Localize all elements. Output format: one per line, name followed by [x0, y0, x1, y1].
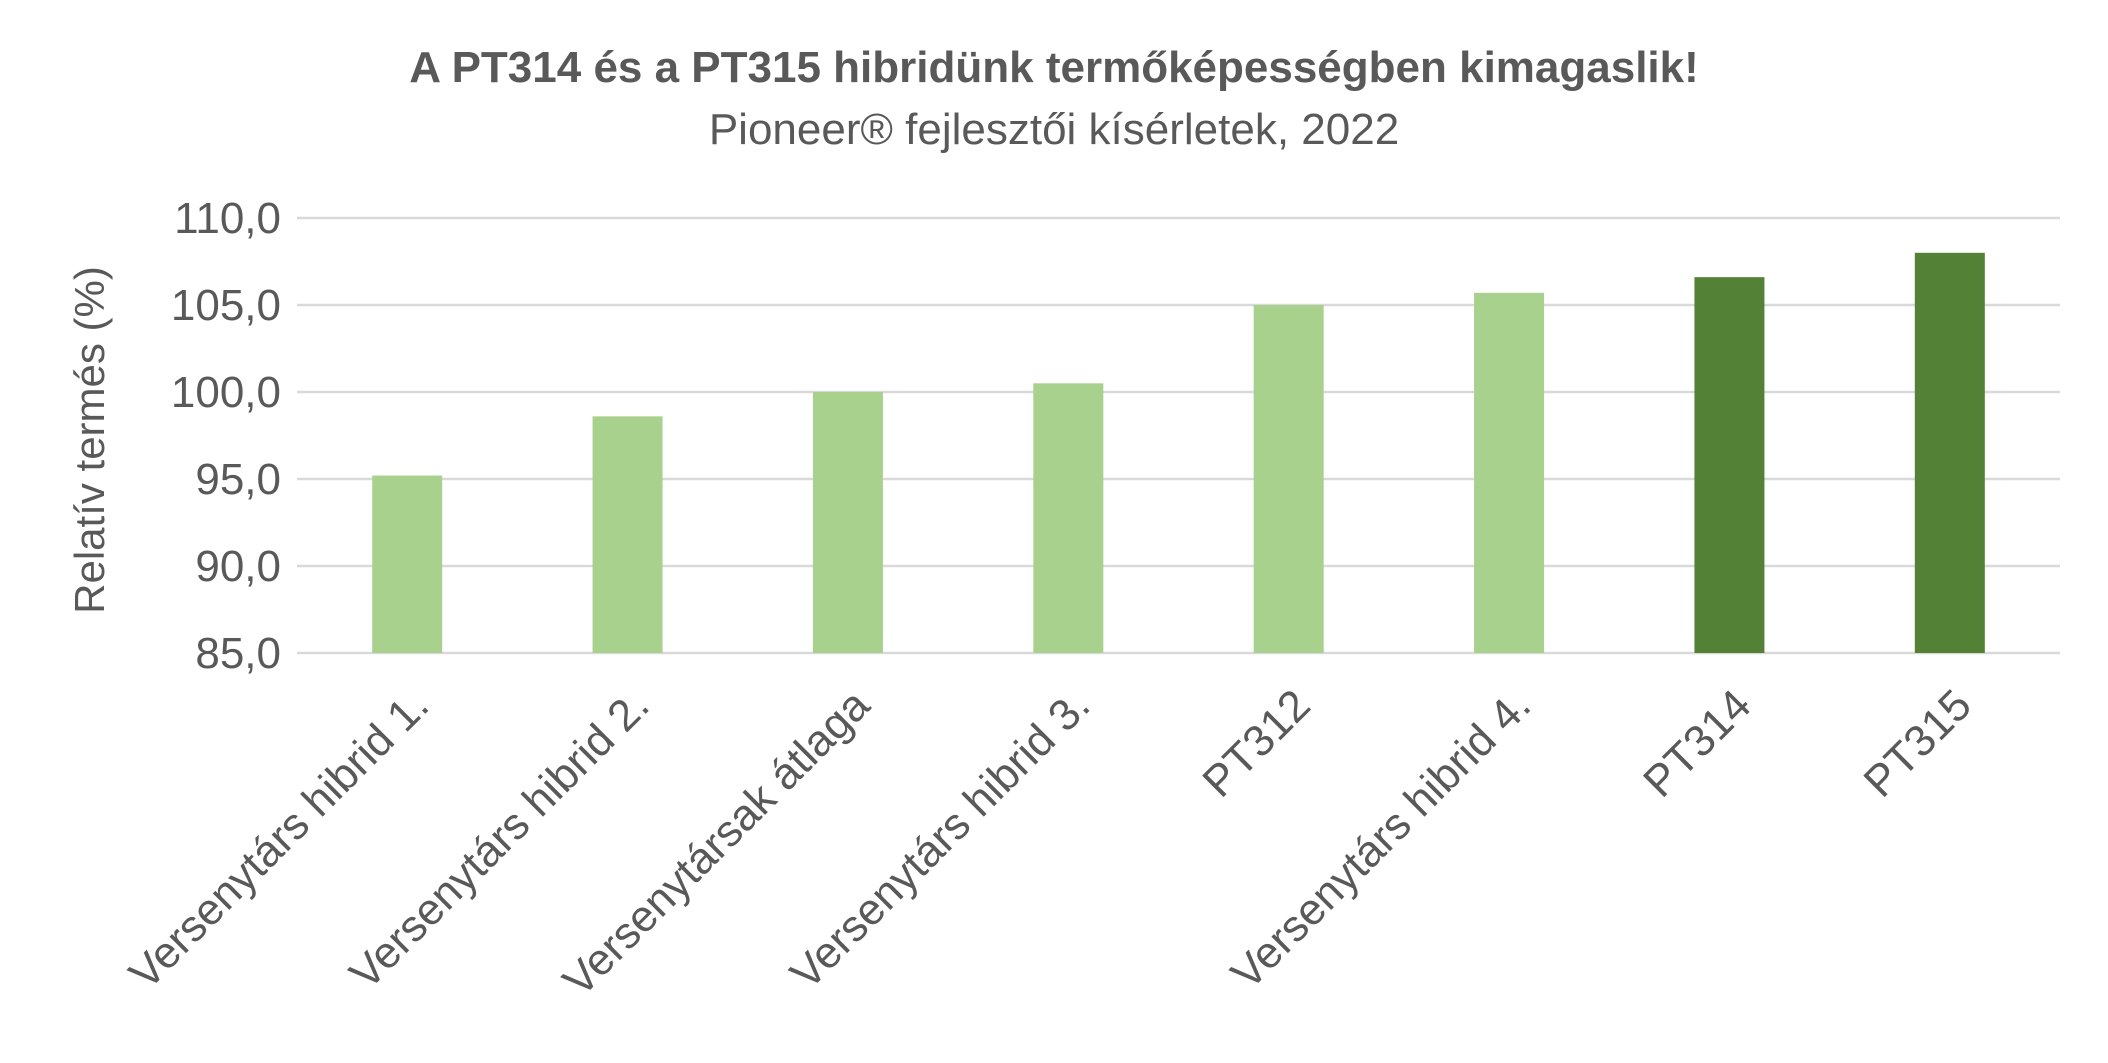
bar [1914, 252, 1985, 654]
y-tick-label: 105,0 [171, 281, 281, 330]
bar [592, 416, 663, 653]
y-tick-label: 90,0 [195, 542, 281, 591]
y-tick-label: 100,0 [171, 368, 281, 417]
bar [372, 475, 443, 653]
bar [1474, 292, 1545, 653]
y-tick-label: 95,0 [195, 455, 281, 504]
bar [1033, 383, 1104, 653]
bar [812, 392, 883, 653]
y-axis-ticks: 85,0 90,0 95,0 100,0 105,0 110,0 [171, 194, 281, 678]
x-tick-label: PT315 [1855, 680, 1981, 806]
bar [1694, 277, 1765, 653]
y-axis-label: Relatív termés (%) [66, 266, 113, 614]
bars [372, 252, 1985, 654]
x-tick-label: PT314 [1634, 680, 1760, 806]
y-tick-label: 110,0 [174, 194, 281, 243]
y-tick-label: 85,0 [195, 629, 281, 678]
gridlines [297, 216, 2060, 655]
x-axis-categories: Versenytárs hibrid 1.Versenytárs hibrid … [120, 680, 1981, 1006]
chart-subtitle: Pioneer® fejlesztői kísérletek, 2022 [709, 105, 1399, 154]
bar [1253, 305, 1324, 653]
x-tick-label: PT312 [1193, 680, 1319, 806]
chart-title: A PT314 és a PT315 hibridünk termőképess… [409, 43, 1699, 92]
